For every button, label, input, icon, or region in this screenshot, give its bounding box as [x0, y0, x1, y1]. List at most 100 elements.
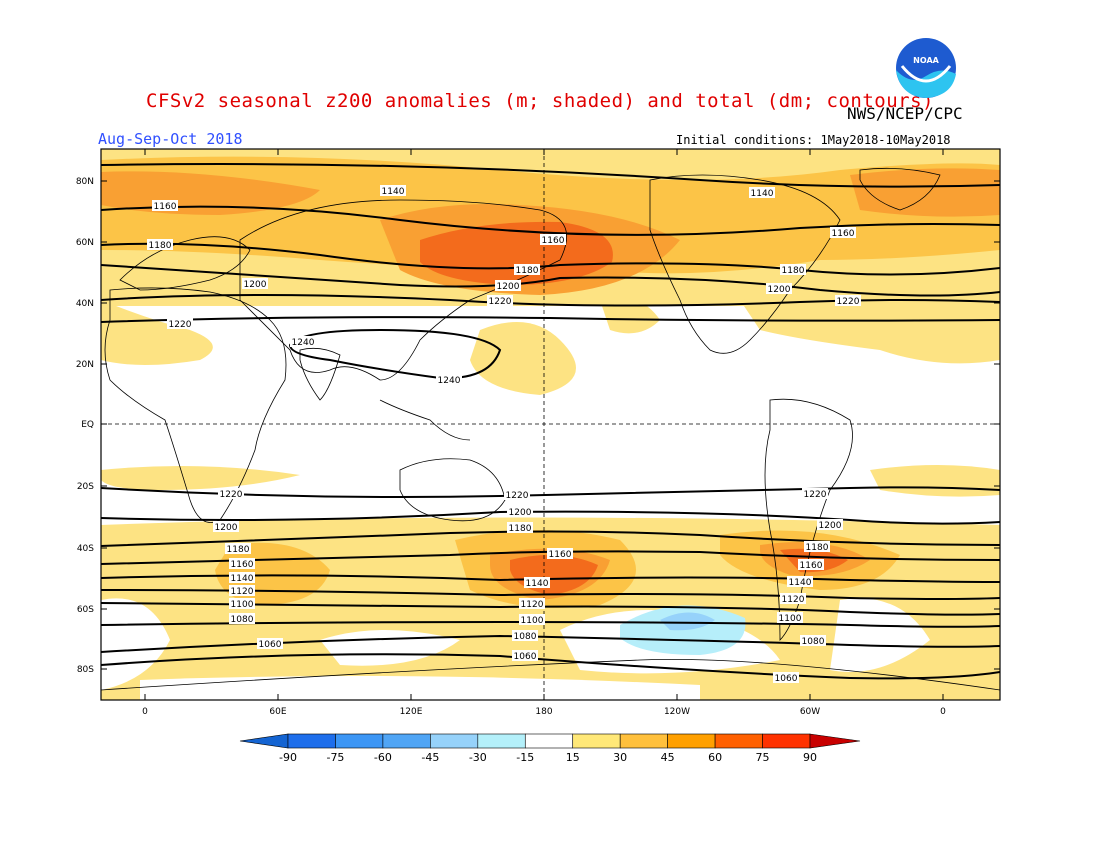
contour-label-bg	[547, 548, 573, 559]
contour-label: 1200	[509, 508, 532, 518]
contour-label-bg	[495, 280, 521, 291]
contour-label-bg	[835, 295, 861, 306]
lon-label: 0	[940, 707, 946, 717]
colorbar: -90 -75 -60 -45 -30 -15 15 30 45 60 75 90	[239, 733, 861, 764]
lat-label: 80N	[76, 177, 94, 187]
contour-label-bg	[780, 593, 806, 604]
contour-label: 1220	[506, 491, 529, 501]
colorbar-bin	[430, 733, 479, 749]
contour-label-bg	[167, 318, 193, 329]
colorbar-tick-label: -60	[374, 751, 392, 764]
contour-label: 1160	[542, 236, 565, 246]
contour-label: 1220	[220, 490, 243, 500]
colorbar-tick-label: 90	[803, 751, 817, 764]
svg-text:NOAA: NOAA	[913, 56, 939, 65]
colorbar-bin	[714, 733, 763, 749]
contour-label: 1080	[802, 637, 825, 647]
contour-label-bg	[519, 598, 545, 609]
contour-label-bg	[487, 295, 513, 306]
contour-label: 1180	[516, 266, 539, 276]
contour-label: 1220	[169, 320, 192, 330]
contour-label: 1100	[779, 614, 802, 624]
contour-label-bg	[229, 598, 255, 609]
contour-label: 1200	[215, 523, 238, 533]
contour-label: 1060	[775, 674, 798, 684]
contour-label: 1140	[526, 579, 549, 589]
contour-label-bg	[777, 612, 803, 623]
contour-label: 1080	[514, 632, 537, 642]
contour-label-bg	[507, 522, 533, 533]
contour-label-bg	[380, 185, 406, 196]
contour-label: 1100	[521, 616, 544, 626]
contour-label: 1120	[231, 587, 254, 597]
colorbar-tick-label: 30	[613, 751, 627, 764]
contour-label: 1200	[244, 280, 267, 290]
contour-label: 1200	[497, 282, 520, 292]
contour-label: 1140	[789, 578, 812, 588]
contour-label: 1220	[837, 297, 860, 307]
lon-label: 180	[535, 707, 552, 717]
contour-label-bg	[804, 541, 830, 552]
colorbar-bin	[619, 733, 668, 749]
contour-label: 1160	[549, 550, 572, 560]
colorbar-tick-label: 60	[708, 751, 722, 764]
colorbar-tick-label: -45	[421, 751, 439, 764]
colorbar-arrow-left	[239, 733, 289, 749]
noaa-logo: NOAA	[896, 38, 956, 98]
contour-label-bg	[229, 613, 255, 624]
contour-label-bg	[147, 239, 173, 250]
lat-label: EQ	[81, 420, 94, 430]
contour-label-bg	[229, 572, 255, 583]
contour-label: 1200	[768, 285, 791, 295]
contour-label: 1120	[782, 595, 805, 605]
colorbar-bin	[287, 733, 336, 749]
initial-conditions-label: Initial conditions: 1May2018-10May2018	[676, 133, 951, 147]
contour-label-bg	[225, 543, 251, 554]
contour-label: 1060	[259, 640, 282, 650]
contour-label-bg	[802, 488, 828, 499]
contour-label: 1140	[751, 189, 774, 199]
contour-label: 1180	[509, 524, 532, 534]
colorbar-bin	[335, 733, 384, 749]
contour-label-bg	[290, 336, 316, 347]
colorbar-bin	[524, 733, 574, 749]
contour-label: 1120	[521, 600, 544, 610]
contour-label: 1240	[438, 376, 461, 386]
contour-label-bg	[749, 187, 775, 198]
lon-label: 0	[142, 707, 148, 717]
contour-labels: 1140 1160 1160 1180 1180 1200 1220 1200 1220 1240…	[147, 185, 861, 684]
season-label: Aug-Sep-Oct 2018	[98, 130, 243, 148]
contour-label: 1180	[227, 545, 250, 555]
colorbar-tick-label: -75	[326, 751, 344, 764]
contour-label-bg	[830, 227, 856, 238]
lat-label: 60S	[77, 605, 94, 615]
lon-label: 120E	[400, 707, 423, 717]
contour-label-bg	[798, 559, 824, 570]
colorbar-bin	[477, 733, 526, 749]
contour-label-bg	[540, 234, 566, 245]
agency-label: NWS/NCEP/CPC	[847, 104, 963, 123]
longitude-axis: 0 60E 120E 180 120W 60W 0	[142, 149, 946, 717]
colorbar-tick-label: 45	[661, 751, 675, 764]
colorbar-arrow-right	[809, 733, 861, 749]
contour-label-bg	[519, 614, 545, 625]
contour-label: 1080	[231, 615, 254, 625]
contour-label: 1240	[292, 338, 315, 348]
lon-label: 120W	[664, 707, 690, 717]
contour-label-bg	[242, 278, 268, 289]
colorbar-bin	[762, 733, 811, 749]
colorbar-bin	[382, 733, 431, 749]
contour-label-bg	[229, 585, 255, 596]
chart-title: CFSv2 seasonal z200 anomalies (m; shaded…	[146, 90, 934, 112]
lat-label: 20N	[76, 360, 94, 370]
contour-label-bg	[512, 630, 538, 641]
lon-label: 60W	[800, 707, 820, 717]
contour-label: 1220	[489, 297, 512, 307]
lon-label: 60E	[269, 707, 286, 717]
contour-label: 1180	[782, 266, 805, 276]
lat-label: 20S	[77, 482, 94, 492]
colorbar-tick-label: 75	[756, 751, 770, 764]
contour-label-bg	[229, 558, 255, 569]
contour-label-bg	[514, 264, 540, 275]
contour-label: 1140	[231, 574, 254, 584]
